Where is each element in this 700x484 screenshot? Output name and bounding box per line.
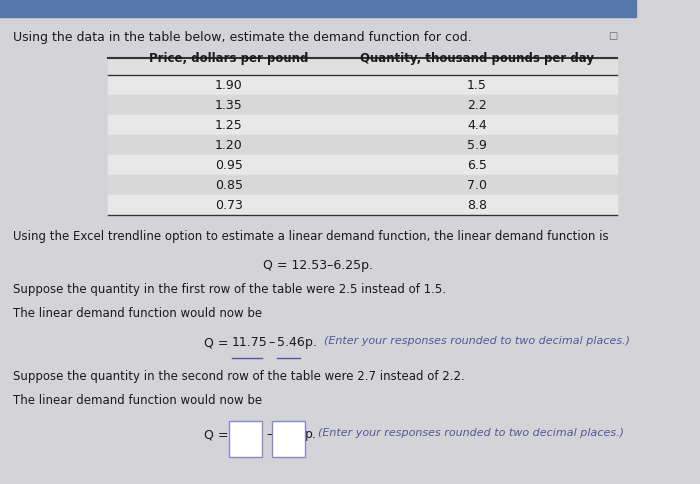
Text: –: –: [265, 336, 279, 349]
Bar: [108, 75, 617, 95]
Text: Quantity, thousand pounds per day: Quantity, thousand pounds per day: [360, 52, 594, 65]
Text: Price, dollars per pound: Price, dollars per pound: [149, 52, 309, 65]
Text: (Enter your responses rounded to two decimal places.): (Enter your responses rounded to two dec…: [318, 428, 624, 439]
Text: 1.20: 1.20: [215, 139, 243, 151]
Text: Q =: Q =: [204, 336, 232, 349]
Text: 5.9: 5.9: [467, 139, 487, 151]
Text: –: –: [262, 428, 277, 441]
Bar: [108, 135, 617, 155]
Text: 6.5: 6.5: [467, 159, 487, 172]
Text: 11.75: 11.75: [232, 336, 268, 349]
Text: 0.85: 0.85: [215, 179, 243, 192]
Text: 4.4: 4.4: [467, 119, 487, 132]
Text: The linear demand function would now be: The linear demand function would now be: [13, 307, 262, 320]
Text: p.: p.: [302, 336, 317, 349]
Text: Suppose the quantity in the first row of the table were 2.5 instead of 1.5.: Suppose the quantity in the first row of…: [13, 283, 446, 296]
Text: The linear demand function would now be: The linear demand function would now be: [13, 394, 262, 408]
Text: 1.90: 1.90: [215, 78, 243, 91]
Text: 1.5: 1.5: [467, 78, 487, 91]
Text: 0.73: 0.73: [215, 199, 243, 212]
Text: 2.2: 2.2: [467, 99, 487, 112]
Bar: [108, 115, 617, 135]
Text: 5.46: 5.46: [276, 336, 304, 349]
Text: Using the Excel trendline option to estimate a linear demand function, the linea: Using the Excel trendline option to esti…: [13, 230, 608, 243]
Text: Suppose the quantity in the second row of the table were 2.7 instead of 2.2.: Suppose the quantity in the second row o…: [13, 370, 465, 383]
Bar: [108, 196, 617, 215]
Text: □: □: [608, 31, 617, 42]
FancyBboxPatch shape: [272, 421, 305, 457]
Text: 1.35: 1.35: [215, 99, 243, 112]
Text: 7.0: 7.0: [467, 179, 487, 192]
Bar: [108, 175, 617, 196]
Bar: [0, 0, 636, 17]
Text: (Enter your responses rounded to two decimal places.): (Enter your responses rounded to two dec…: [324, 336, 631, 347]
Text: 1.25: 1.25: [215, 119, 243, 132]
Text: Using the data in the table below, estimate the demand function for cod.: Using the data in the table below, estim…: [13, 31, 471, 45]
Text: 8.8: 8.8: [467, 199, 487, 212]
Text: p.: p.: [304, 428, 316, 441]
Text: Q = 12.53–6.25p.: Q = 12.53–6.25p.: [263, 259, 373, 272]
Text: Q =: Q =: [204, 428, 232, 441]
Bar: [108, 155, 617, 175]
Bar: [108, 58, 617, 215]
FancyBboxPatch shape: [229, 421, 262, 457]
Bar: [108, 95, 617, 115]
Text: 0.95: 0.95: [215, 159, 243, 172]
